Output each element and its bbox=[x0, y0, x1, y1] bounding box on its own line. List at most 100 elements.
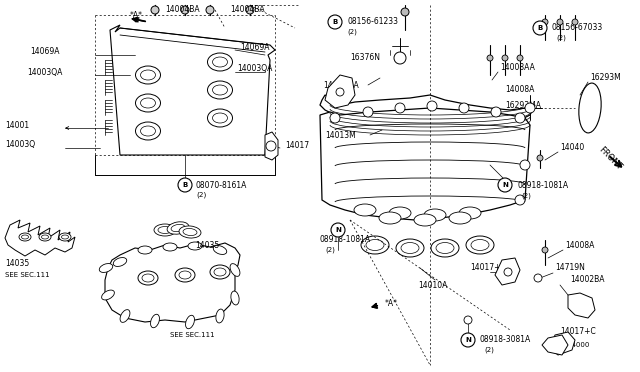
Ellipse shape bbox=[579, 83, 601, 133]
Polygon shape bbox=[320, 95, 535, 130]
Text: (2): (2) bbox=[347, 29, 357, 35]
Text: 14003Q: 14003Q bbox=[5, 141, 35, 150]
Text: 14017+A: 14017+A bbox=[323, 80, 359, 90]
Ellipse shape bbox=[354, 204, 376, 216]
Text: 08070-8161A: 08070-8161A bbox=[196, 180, 248, 189]
Ellipse shape bbox=[171, 224, 185, 232]
Ellipse shape bbox=[207, 109, 232, 127]
Text: 16293MA: 16293MA bbox=[505, 100, 541, 109]
Text: *A*: *A* bbox=[385, 298, 398, 308]
Ellipse shape bbox=[361, 236, 389, 254]
Circle shape bbox=[427, 101, 437, 111]
Text: FRONT: FRONT bbox=[597, 145, 623, 171]
Ellipse shape bbox=[42, 235, 49, 239]
Text: (2): (2) bbox=[196, 192, 206, 198]
Ellipse shape bbox=[59, 233, 71, 241]
Circle shape bbox=[542, 19, 548, 25]
Circle shape bbox=[525, 103, 535, 113]
Ellipse shape bbox=[213, 246, 227, 254]
Text: 14040: 14040 bbox=[560, 144, 584, 153]
Circle shape bbox=[542, 247, 548, 253]
Circle shape bbox=[394, 52, 406, 64]
Text: 14004BA: 14004BA bbox=[230, 6, 264, 15]
Text: 14004BA: 14004BA bbox=[165, 6, 200, 15]
Ellipse shape bbox=[449, 212, 471, 224]
Text: 14003QA: 14003QA bbox=[237, 64, 273, 73]
Text: N: N bbox=[335, 227, 341, 233]
Ellipse shape bbox=[379, 212, 401, 224]
Ellipse shape bbox=[188, 242, 202, 250]
Circle shape bbox=[502, 55, 508, 61]
Ellipse shape bbox=[120, 310, 130, 323]
Ellipse shape bbox=[175, 268, 195, 282]
Circle shape bbox=[401, 8, 409, 16]
Polygon shape bbox=[550, 332, 575, 355]
Ellipse shape bbox=[212, 113, 227, 123]
Polygon shape bbox=[320, 108, 530, 220]
Ellipse shape bbox=[179, 271, 191, 279]
Ellipse shape bbox=[414, 214, 436, 226]
Text: *A*: *A* bbox=[130, 10, 143, 19]
Circle shape bbox=[363, 107, 373, 117]
Circle shape bbox=[537, 155, 543, 161]
Text: 14017+B: 14017+B bbox=[470, 263, 506, 273]
Polygon shape bbox=[325, 75, 355, 108]
Text: 08918-1081A: 08918-1081A bbox=[517, 180, 568, 189]
Text: 14035: 14035 bbox=[195, 241, 220, 250]
Circle shape bbox=[246, 6, 254, 14]
Ellipse shape bbox=[471, 240, 489, 250]
Circle shape bbox=[520, 160, 530, 170]
Ellipse shape bbox=[138, 246, 152, 254]
Ellipse shape bbox=[163, 243, 177, 251]
Circle shape bbox=[534, 274, 542, 282]
Ellipse shape bbox=[424, 209, 446, 221]
Circle shape bbox=[266, 141, 276, 151]
Text: SEE SEC.111: SEE SEC.111 bbox=[170, 332, 214, 338]
Ellipse shape bbox=[431, 239, 459, 257]
Text: 14008A: 14008A bbox=[565, 241, 595, 250]
Ellipse shape bbox=[183, 228, 197, 235]
Ellipse shape bbox=[61, 235, 68, 239]
Ellipse shape bbox=[207, 81, 232, 99]
Circle shape bbox=[504, 268, 512, 276]
Text: 14017+C: 14017+C bbox=[560, 327, 596, 337]
Text: 14069A: 14069A bbox=[30, 48, 60, 57]
Ellipse shape bbox=[19, 233, 31, 241]
Text: .J 4000: .J 4000 bbox=[565, 342, 589, 348]
Text: B: B bbox=[538, 25, 543, 31]
Ellipse shape bbox=[39, 233, 51, 241]
Ellipse shape bbox=[102, 290, 115, 300]
Ellipse shape bbox=[142, 274, 154, 282]
Text: 14010A: 14010A bbox=[418, 280, 447, 289]
Ellipse shape bbox=[141, 126, 156, 136]
Polygon shape bbox=[110, 25, 275, 155]
Ellipse shape bbox=[396, 239, 424, 257]
Ellipse shape bbox=[167, 222, 189, 234]
Text: 14017: 14017 bbox=[285, 141, 309, 150]
Circle shape bbox=[461, 333, 475, 347]
Ellipse shape bbox=[214, 268, 226, 276]
Polygon shape bbox=[265, 132, 278, 160]
Text: B: B bbox=[182, 182, 188, 188]
Polygon shape bbox=[495, 258, 520, 285]
Polygon shape bbox=[542, 335, 568, 355]
Text: N: N bbox=[502, 182, 508, 188]
Ellipse shape bbox=[136, 66, 161, 84]
Text: 14003QA: 14003QA bbox=[27, 67, 62, 77]
Text: 14002BA: 14002BA bbox=[570, 276, 605, 285]
Circle shape bbox=[395, 103, 405, 113]
Ellipse shape bbox=[186, 315, 195, 329]
Circle shape bbox=[572, 19, 578, 25]
Text: 16293M: 16293M bbox=[590, 74, 621, 83]
Text: 14069A: 14069A bbox=[240, 42, 269, 51]
Ellipse shape bbox=[150, 314, 159, 328]
Ellipse shape bbox=[210, 265, 230, 279]
Ellipse shape bbox=[141, 98, 156, 108]
Ellipse shape bbox=[113, 257, 127, 266]
Text: 14013M: 14013M bbox=[325, 131, 356, 140]
Ellipse shape bbox=[154, 224, 176, 236]
Text: 14001: 14001 bbox=[5, 121, 29, 129]
Ellipse shape bbox=[207, 53, 232, 71]
Ellipse shape bbox=[136, 94, 161, 112]
Ellipse shape bbox=[466, 236, 494, 254]
